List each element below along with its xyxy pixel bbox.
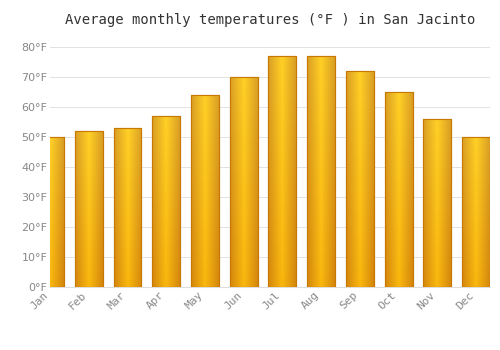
Bar xyxy=(462,137,490,287)
Bar xyxy=(75,131,102,287)
Bar xyxy=(152,116,180,287)
Bar xyxy=(191,95,219,287)
Bar xyxy=(191,95,219,287)
Bar xyxy=(268,56,296,287)
Bar xyxy=(230,77,258,287)
Bar xyxy=(462,137,490,287)
Bar xyxy=(268,56,296,287)
Title: Average monthly temperatures (°F ) in San Jacinto: Average monthly temperatures (°F ) in Sa… xyxy=(65,13,475,27)
Bar xyxy=(152,116,180,287)
Bar xyxy=(75,131,102,287)
Bar xyxy=(424,119,452,287)
Bar xyxy=(346,71,374,287)
Bar xyxy=(230,77,258,287)
Bar xyxy=(384,92,412,287)
Bar xyxy=(114,128,141,287)
Bar xyxy=(384,92,412,287)
Bar xyxy=(114,128,141,287)
Bar xyxy=(346,71,374,287)
Bar xyxy=(36,137,64,287)
Bar xyxy=(36,137,64,287)
Bar xyxy=(424,119,452,287)
Bar xyxy=(307,56,335,287)
Bar xyxy=(307,56,335,287)
